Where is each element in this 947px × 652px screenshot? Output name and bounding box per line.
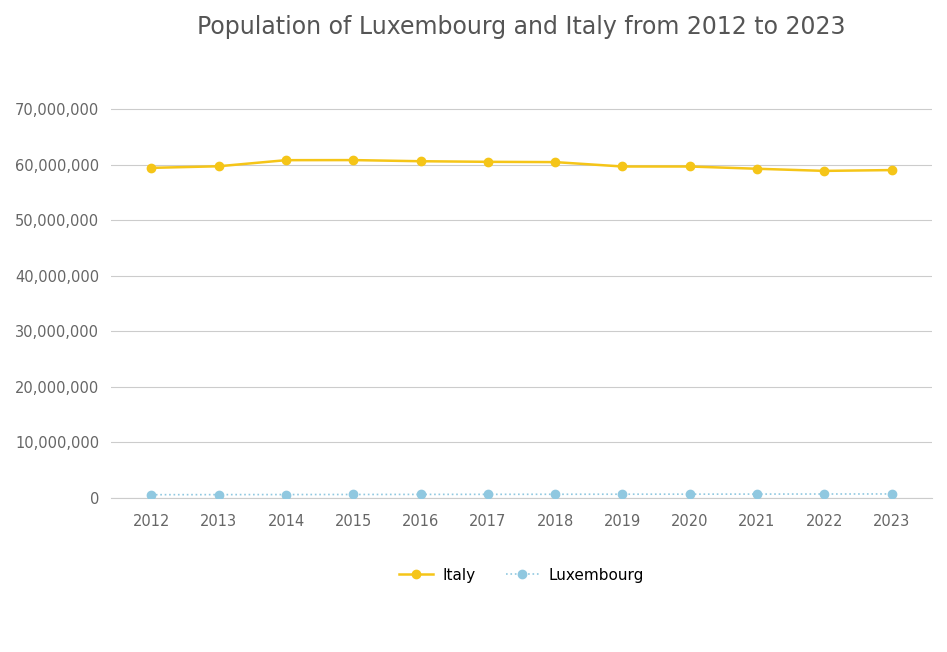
Italy — [684, 162, 695, 170]
Italy — [146, 164, 157, 171]
Luxembourg — [213, 491, 224, 499]
Italy — [213, 162, 224, 170]
Luxembourg — [818, 490, 830, 498]
Italy — [482, 158, 493, 166]
Italy — [280, 156, 292, 164]
Italy — [616, 162, 628, 170]
Luxembourg — [549, 490, 561, 498]
Luxembourg — [616, 490, 628, 498]
Italy — [751, 165, 762, 173]
Luxembourg — [280, 491, 292, 499]
Legend: Italy, Luxembourg: Italy, Luxembourg — [393, 561, 650, 589]
Title: Population of Luxembourg and Italy from 2012 to 2023: Population of Luxembourg and Italy from … — [197, 15, 846, 39]
Luxembourg — [348, 490, 359, 498]
Italy — [348, 156, 359, 164]
Line: Luxembourg: Luxembourg — [148, 490, 896, 499]
Luxembourg — [146, 491, 157, 499]
Luxembourg — [886, 490, 898, 498]
Italy — [415, 157, 426, 165]
Italy — [886, 166, 898, 174]
Line: Italy: Italy — [148, 156, 896, 175]
Italy — [549, 158, 561, 166]
Luxembourg — [751, 490, 762, 498]
Luxembourg — [684, 490, 695, 498]
Italy — [818, 167, 830, 175]
Luxembourg — [482, 490, 493, 498]
Luxembourg — [415, 490, 426, 498]
